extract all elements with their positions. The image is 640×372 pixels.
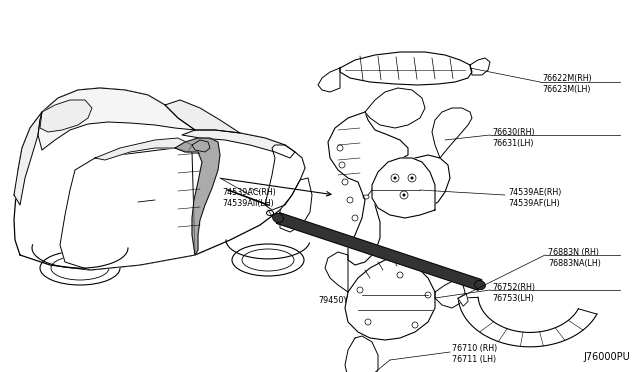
Polygon shape [280, 178, 312, 232]
Circle shape [394, 176, 397, 180]
Text: 76883N (RH)
76883NA(LH): 76883N (RH) 76883NA(LH) [548, 248, 601, 268]
Text: J76000PU: J76000PU [583, 352, 630, 362]
Polygon shape [175, 138, 220, 255]
Text: 79450Y: 79450Y [318, 296, 348, 305]
Polygon shape [318, 68, 340, 92]
Polygon shape [40, 100, 92, 132]
Circle shape [403, 193, 406, 196]
Polygon shape [458, 297, 597, 347]
Polygon shape [265, 145, 305, 210]
Polygon shape [14, 88, 305, 270]
Text: 76710 (RH)
76711 (LH): 76710 (RH) 76711 (LH) [452, 344, 497, 364]
Polygon shape [458, 293, 468, 306]
Text: 76752(RH)
76753(LH): 76752(RH) 76753(LH) [492, 283, 535, 303]
Polygon shape [345, 255, 435, 340]
Polygon shape [60, 148, 195, 270]
Text: 76622M(RH)
76623M(LH): 76622M(RH) 76623M(LH) [542, 74, 592, 94]
Polygon shape [340, 52, 472, 85]
Polygon shape [328, 112, 450, 265]
Polygon shape [435, 280, 465, 308]
Polygon shape [95, 138, 192, 160]
Text: 74539AE(RH)
74539AF(LH): 74539AE(RH) 74539AF(LH) [508, 188, 561, 208]
Text: 76630(RH)
76631(LH): 76630(RH) 76631(LH) [492, 128, 534, 148]
Polygon shape [38, 88, 195, 150]
Circle shape [410, 176, 413, 180]
Ellipse shape [273, 214, 284, 222]
Polygon shape [372, 158, 435, 218]
Text: 74539AC(RH)
74539AII(LH): 74539AC(RH) 74539AII(LH) [222, 188, 276, 208]
Polygon shape [165, 100, 240, 133]
Polygon shape [182, 130, 295, 158]
Polygon shape [192, 140, 210, 152]
Polygon shape [345, 336, 378, 372]
Polygon shape [14, 112, 42, 205]
Polygon shape [365, 88, 425, 128]
Polygon shape [470, 58, 490, 75]
Polygon shape [276, 213, 482, 290]
Polygon shape [432, 108, 472, 158]
Ellipse shape [475, 280, 485, 290]
Polygon shape [325, 252, 348, 292]
